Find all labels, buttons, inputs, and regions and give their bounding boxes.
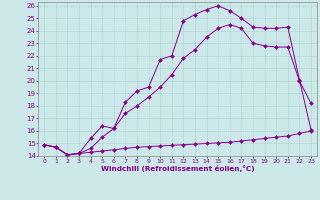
X-axis label: Windchill (Refroidissement éolien,°C): Windchill (Refroidissement éolien,°C) (101, 165, 254, 172)
